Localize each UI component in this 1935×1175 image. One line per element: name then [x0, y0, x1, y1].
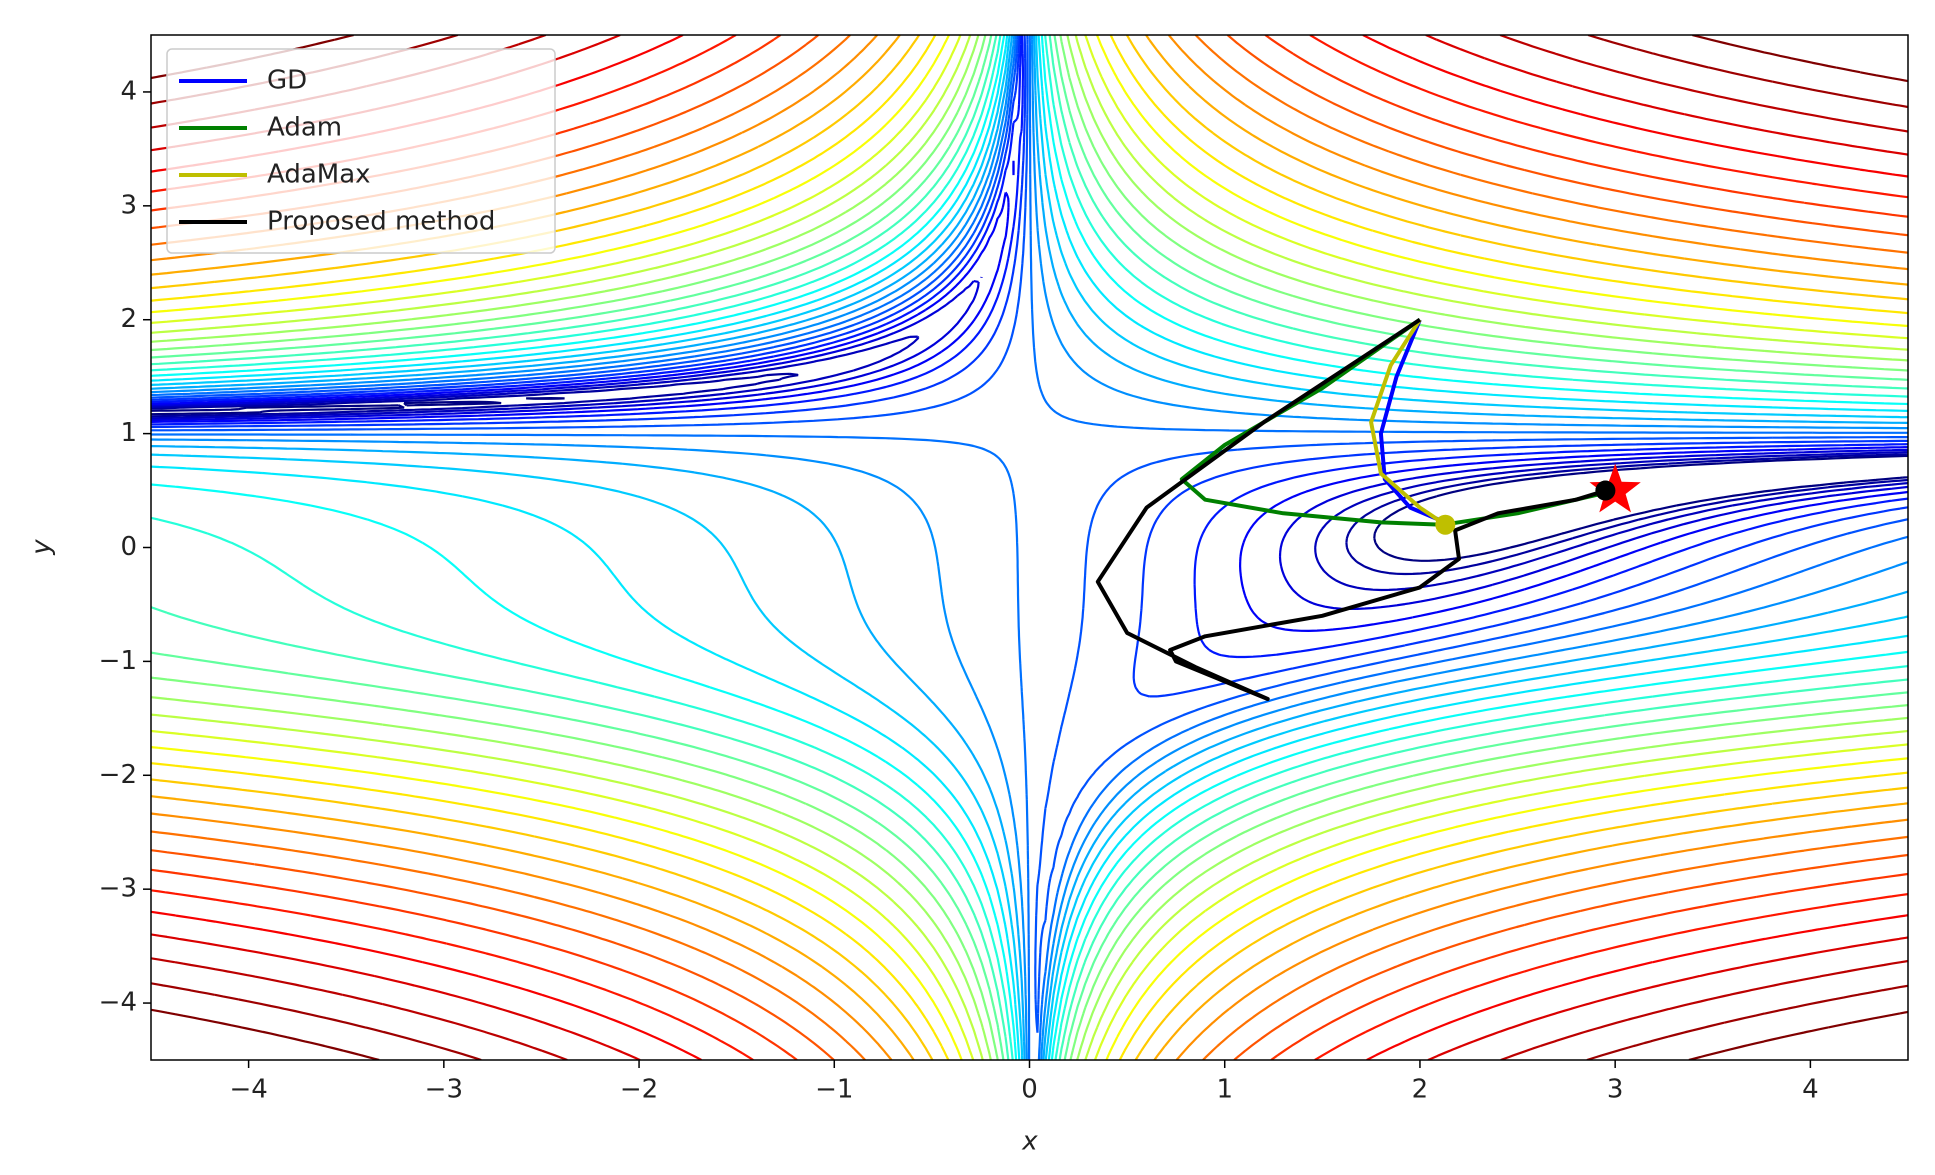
- legend-label: Proposed method: [267, 207, 495, 237]
- contour-line: [151, 35, 1908, 1060]
- contour-line: [151, 372, 1908, 576]
- trajectory: [1378, 318, 1447, 525]
- y-tick-label: 2: [120, 304, 137, 334]
- contour-line: [151, 276, 1908, 610]
- contour-line: [151, 35, 1908, 1060]
- contour-line: [151, 35, 1908, 1060]
- contour-line: [151, 35, 1908, 1060]
- legend-box: [166, 48, 556, 254]
- y-axis-label: y: [27, 539, 57, 556]
- contour-line: [151, 35, 1908, 1060]
- x-tick-label: −2: [620, 1075, 658, 1105]
- contour-line: [151, 35, 1908, 1060]
- x-tick-label: −3: [425, 1075, 463, 1105]
- end-point: [1435, 514, 1456, 535]
- contour-line: [151, 35, 1908, 1060]
- contour-line: [151, 35, 1908, 1060]
- y-tick-label: −4: [99, 988, 137, 1018]
- x-tick-label: 4: [1802, 1075, 1819, 1105]
- trajectory-layer: [1095, 318, 1641, 701]
- x-tick-label: 2: [1412, 1075, 1429, 1105]
- contour-line: [151, 35, 1908, 1060]
- contour-line: [151, 35, 1908, 1060]
- y-tick-label: −1: [99, 646, 137, 676]
- y-tick-label: 3: [120, 190, 137, 220]
- legend-label: AdaMax: [267, 160, 371, 190]
- x-tick-label: 1: [1216, 1075, 1233, 1105]
- trajectory: [1095, 318, 1606, 701]
- contour-line: [151, 35, 1908, 698]
- contour-layer: [151, 35, 1908, 1060]
- contour-line: [151, 397, 1908, 562]
- y-tick-label: −2: [99, 760, 137, 790]
- x-tick-label: −1: [815, 1075, 853, 1105]
- contour-line: [151, 35, 1908, 659]
- contour-line: [151, 160, 1908, 632]
- legend-label: Adam: [267, 113, 342, 143]
- contour-line: [151, 35, 1908, 1060]
- trajectory: [1369, 318, 1447, 527]
- contour-line: [151, 335, 1908, 592]
- x-tick-label: −4: [229, 1075, 267, 1105]
- y-tick-label: −3: [99, 874, 137, 904]
- contour-line: [151, 35, 1908, 1060]
- contour-line: [151, 35, 1908, 1033]
- y-tick-label: 0: [120, 532, 137, 562]
- contour-line: [151, 35, 1908, 1060]
- y-tick-label: 4: [120, 76, 137, 106]
- minimum-star: [1589, 463, 1641, 513]
- x-tick-label: 0: [1021, 1075, 1038, 1105]
- x-tick-label: 3: [1607, 1075, 1624, 1105]
- end-point: [1595, 480, 1616, 501]
- contour-line: [151, 35, 1908, 1060]
- y-tick-label: 1: [120, 418, 137, 448]
- x-axis-label: x: [1021, 1127, 1038, 1157]
- legend-label: GD: [267, 66, 307, 96]
